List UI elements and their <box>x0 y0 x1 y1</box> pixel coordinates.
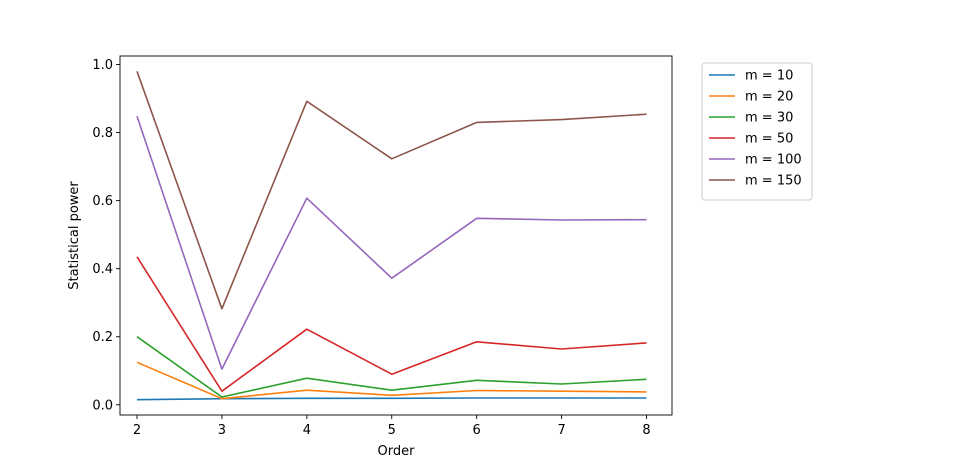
y-tick-label: 0.4 <box>92 262 113 277</box>
legend-label-3: m = 50 <box>745 132 793 147</box>
axes: 2 3 4 5 6 7 8 0.0 0.2 0.4 0.6 0.8 1.0 Order Statistica… <box>67 55 673 459</box>
x-tick-label: 3 <box>218 423 226 438</box>
y-tick-label: 0.8 <box>92 126 113 141</box>
legend-label-2: m = 30 <box>745 111 793 126</box>
y-tick-label: 0.6 <box>92 194 113 209</box>
x-axis-label: Order <box>378 444 416 459</box>
legend: m = 10 m = 20 m = 30 m = 50 m = 100 m = 150 <box>701 62 813 201</box>
y-tick-label: 1.0 <box>92 58 113 73</box>
y-tick-label: 0.2 <box>92 330 113 345</box>
series-line-0 <box>136 397 647 401</box>
x-tick-label: 4 <box>303 423 311 438</box>
x-tick-label: 7 <box>557 423 565 438</box>
legend-label-0: m = 10 <box>745 69 793 84</box>
plot-area <box>136 71 647 401</box>
x-tick-label: 6 <box>473 423 481 438</box>
x-tick-label: 2 <box>133 423 141 438</box>
y-tick-label: 0.0 <box>92 398 113 413</box>
y-axis-label: Statistical power <box>67 181 82 290</box>
legend-label-1: m = 20 <box>745 90 793 105</box>
series-line-2 <box>136 336 647 398</box>
legend-label-5: m = 150 <box>745 174 802 189</box>
legend-label-4: m = 100 <box>745 153 802 168</box>
legend-box <box>701 62 813 201</box>
series-line-5 <box>136 71 647 310</box>
series-line-3 <box>136 256 647 393</box>
axes-frame <box>119 55 673 416</box>
x-tick-label: 8 <box>642 423 650 438</box>
series-line-4 <box>136 115 647 370</box>
series-line-1 <box>136 361 647 400</box>
x-tick-label: 5 <box>388 423 396 438</box>
